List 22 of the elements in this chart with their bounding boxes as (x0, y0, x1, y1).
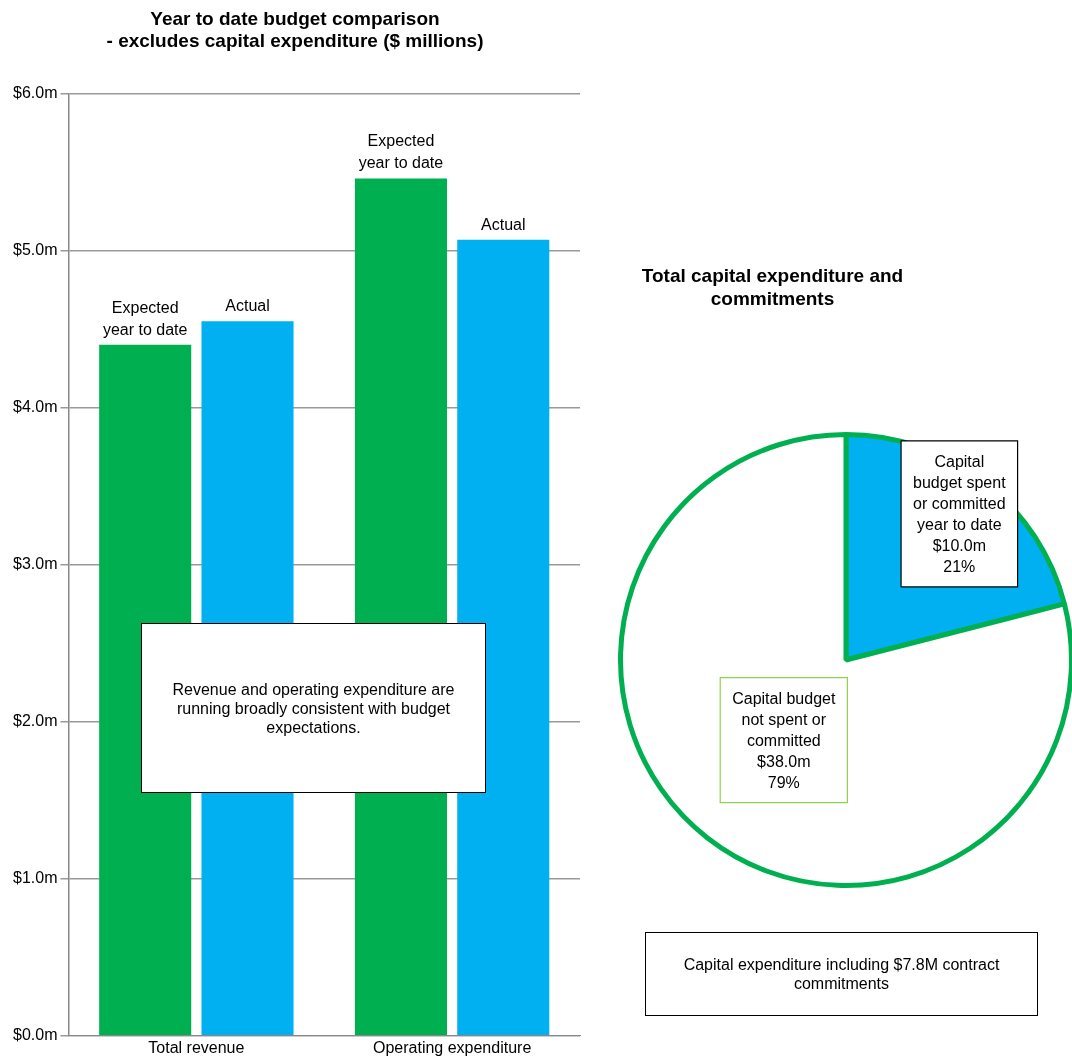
series-label: Expected year to date (102, 298, 188, 338)
note-box: Capital expenditure including $7.8M contract commitments (645, 932, 1038, 1016)
y-tick-label: $2.0m (13, 712, 58, 730)
y-tick-label: $0.0m (13, 1026, 58, 1044)
text: Expected year to date (358, 132, 444, 172)
slice-label: Capital budget spent or committed year to date (913, 453, 1007, 534)
series-label: Actual (225, 297, 270, 315)
y-tick-label: $6.0m (13, 84, 58, 102)
x-tick-label: Total revenue (148, 1038, 245, 1056)
chart-title: Year to date budget comparison - excludes capital expenditure ($ millions) (106, 7, 484, 52)
data-label: $38.0m 79% (757, 753, 811, 792)
y-tick-label: $5.0m (13, 241, 58, 259)
text: Actual (481, 215, 526, 233)
chart-title: Total capital expenditure and commitments (640, 264, 905, 310)
bar (457, 239, 550, 1036)
note-box: Revenue and operating expenditure are running broadly consistent with budget expectations. (141, 623, 486, 793)
data-label: $10.0m 21% (932, 537, 987, 576)
y-tick-label: $1.0m (13, 869, 58, 887)
slice-label: Capital budget not spent or committed (732, 690, 836, 750)
y-tick-label: $3.0m (13, 555, 58, 573)
y-tick-label: $4.0m (13, 398, 58, 416)
x-tick-label: Operating expenditure (372, 1038, 532, 1056)
